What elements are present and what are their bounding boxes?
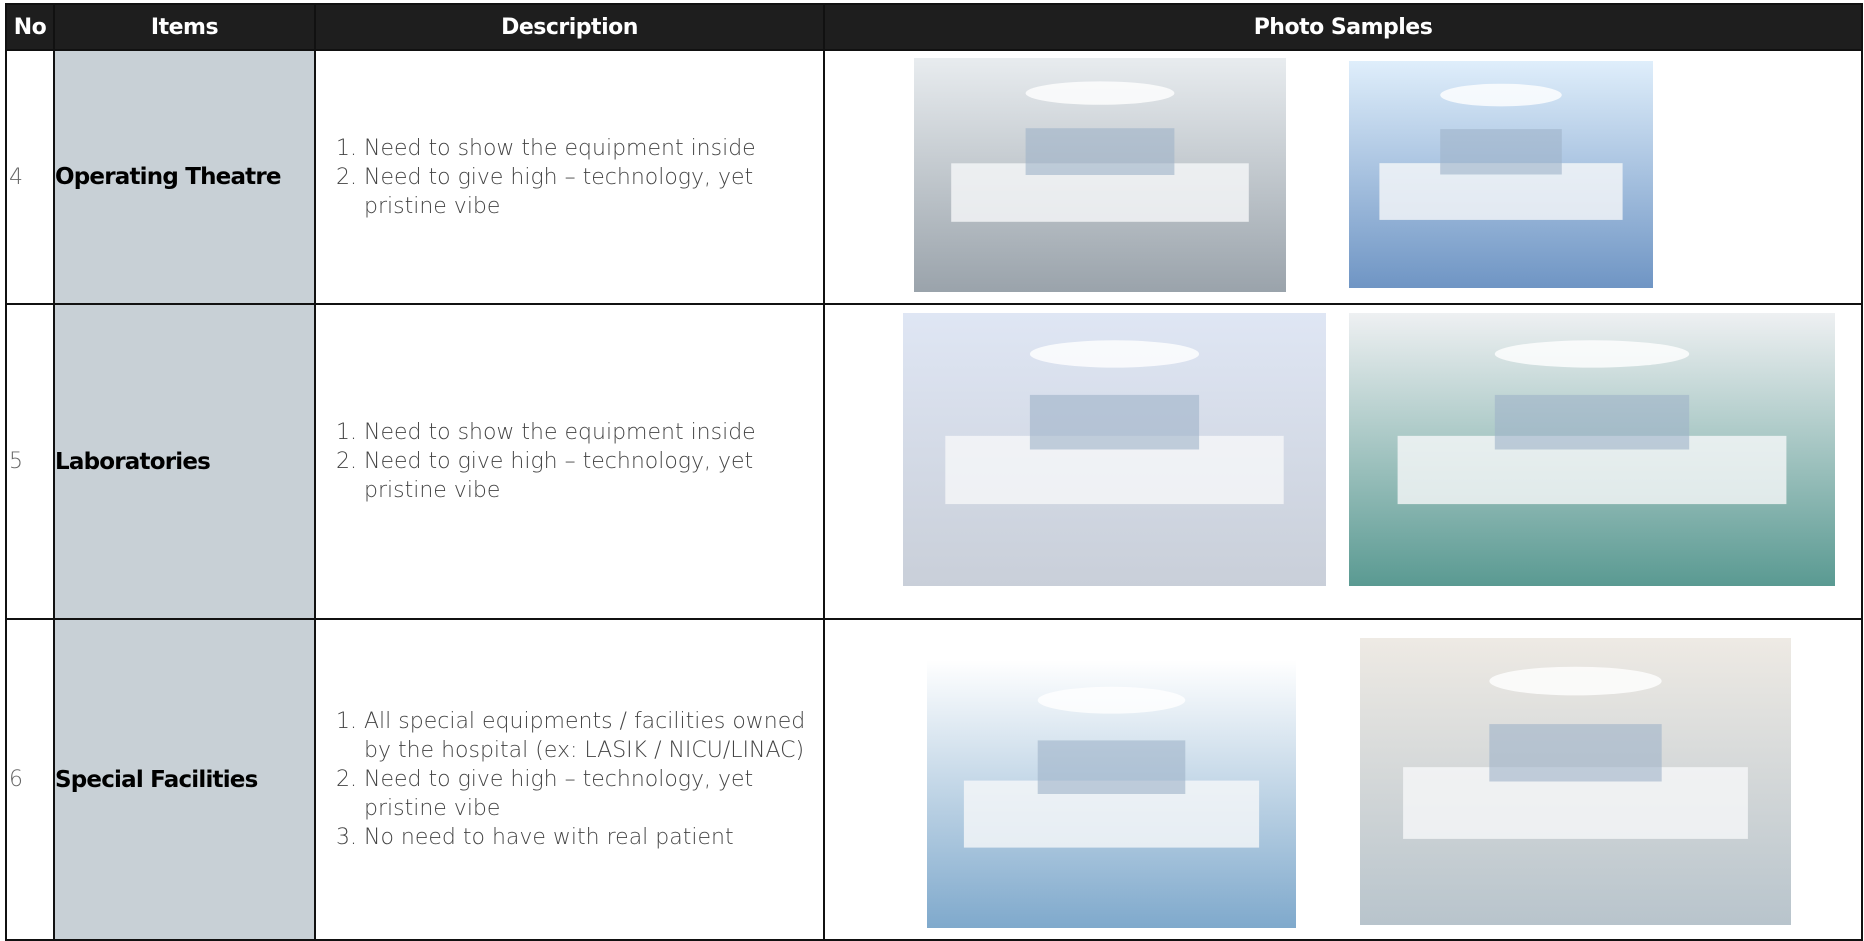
description: Need to show the equipment insideNeed to… <box>314 49 825 305</box>
description-item: All special equipments / facilities owne… <box>364 707 823 765</box>
photo-sample <box>1349 313 1835 586</box>
row-number: 5 <box>5 303 55 620</box>
header-cell: Photo Samples <box>823 3 1863 51</box>
description-list: All special equipments / facilities owne… <box>316 707 823 852</box>
photo-sample <box>927 660 1296 928</box>
description-item: Need to give high – technology, yet pris… <box>364 765 823 823</box>
photo-sample <box>1349 61 1653 288</box>
photo-sample <box>914 58 1286 292</box>
header-cell: Description <box>314 3 825 51</box>
photo-sample <box>1360 638 1791 925</box>
description-item: Need to give high – technology, yet pris… <box>364 163 823 221</box>
header-cell: Items <box>53 3 316 51</box>
description: All special equipments / facilities owne… <box>314 618 825 941</box>
description-list: Need to show the equipment insideNeed to… <box>316 134 823 221</box>
item-name: Special Facilities <box>53 618 316 941</box>
description-item: Need to give high – technology, yet pris… <box>364 447 823 505</box>
description-item: Need to show the equipment inside <box>364 418 823 447</box>
description-item: Need to show the equipment inside <box>364 134 823 163</box>
row-number: 4 <box>5 49 55 305</box>
row-number: 6 <box>5 618 55 941</box>
header-cell: No <box>5 3 55 51</box>
item-name: Laboratories <box>53 303 316 620</box>
description: Need to show the equipment insideNeed to… <box>314 303 825 620</box>
photo-sample <box>903 313 1326 586</box>
description-list: Need to show the equipment insideNeed to… <box>316 418 823 505</box>
description-item: No need to have with real patient <box>364 823 823 852</box>
item-name: Operating Theatre <box>53 49 316 305</box>
